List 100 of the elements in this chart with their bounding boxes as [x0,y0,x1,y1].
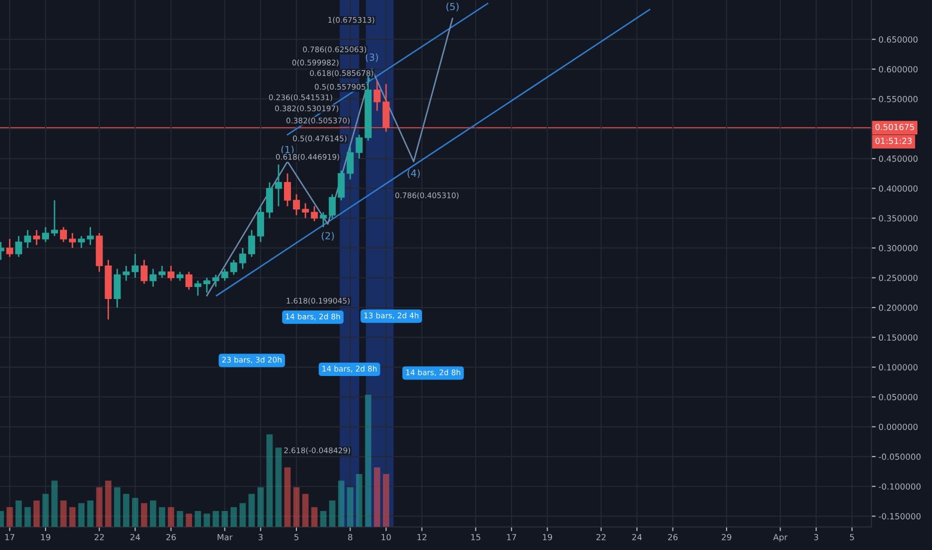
x-tick-label: 5 [850,534,854,540]
candlestick [78,235,85,249]
x-tick-label: 10 [382,534,391,540]
x-tick-label: Mar [218,534,233,540]
ref-line-label: 0.501675 [875,124,914,130]
bar [248,494,255,527]
candlestick [140,259,148,284]
bar [140,503,148,527]
y-tick-label: 0.350000 [878,215,918,222]
candlestick [24,229,32,249]
bar [16,500,22,527]
x-tick-label: 26 [668,534,678,540]
bar [114,487,120,527]
annotation: (1) [281,146,294,154]
bar [132,498,138,527]
text: 01:51:23 [875,138,912,144]
bar [51,480,58,527]
candlestick [68,232,76,249]
candlestick [203,277,210,294]
bar [356,474,362,527]
bar [186,514,192,527]
candlestick [158,265,166,278]
annotation: (4) [408,169,420,178]
bar [24,507,31,527]
y-tick-label: 0.100000 [878,364,918,370]
y-tick-label: 0.000000 [878,424,918,430]
candlestick [230,259,238,276]
bar [87,500,94,527]
x-tick-label: 22 [94,534,104,540]
y-tick-label: 0.400000 [878,185,918,192]
y-tick-label: 0.550000 [878,96,918,102]
x-tick-label: 24 [632,534,642,540]
y-tick-label: 0.300000 [878,244,918,252]
x-tick-label: 15 [471,534,480,540]
y-tick-label: 0.600000 [878,66,918,72]
bar [230,507,237,527]
candlestick [248,229,256,258]
bar [329,500,336,527]
candlestick [328,194,336,219]
bar [69,507,76,527]
x-tick-label: 29 [722,534,732,540]
bar [158,507,166,527]
bar [364,394,372,527]
y-tick-label: -0.150000 [878,513,921,520]
candlestick [266,182,274,219]
bar [311,507,318,527]
bar [222,511,228,527]
candlestick [185,271,192,290]
x-tick-label: 17 [5,534,14,540]
y-tick-label: 0.250000 [878,274,918,282]
y-tick-label: -0.100000 [878,483,921,490]
bar [240,503,246,527]
candlestick [302,202,309,219]
candlestick [51,200,58,237]
x-tick-label: 17 [507,534,516,540]
candlestick [346,146,354,180]
bar [6,507,13,527]
candlestick [114,268,121,308]
candlestick [374,80,381,112]
candlestick [284,172,291,207]
x-tick-label: Apr [773,534,788,542]
bar [168,507,174,527]
y-tick-label: 0.150000 [878,334,918,341]
candlestick [257,206,264,243]
bar [150,500,156,527]
bar [374,467,380,527]
x-tick-label: 22 [596,534,606,540]
x-tick-label: 24 [130,534,140,540]
y-tick-label: 0.450000 [878,156,918,162]
candlestick [356,134,363,160]
x-tick-label: 8 [348,534,352,540]
candlestick [33,229,40,246]
candlestick [150,268,157,288]
candlestick [86,226,94,246]
bar [382,474,390,527]
bar [212,511,219,527]
candlestick [338,170,345,201]
bar [347,487,354,527]
bar [266,434,273,527]
bar [338,480,344,527]
x-tick-label: 19 [41,534,50,540]
bar [293,487,300,527]
candlestick [42,226,50,243]
candlestick [221,268,228,282]
y-tick-label: -0.050000 [878,454,921,460]
candlestick [132,253,139,278]
bar [42,494,49,527]
candlestick [194,280,202,296]
candlestick [275,164,282,207]
x-tick-label: 3 [814,534,818,540]
bar [105,480,112,527]
x-tick-label: 3 [258,534,263,540]
bar [257,487,264,527]
candlestick [292,194,300,216]
y-tick-label: 0.200000 [878,304,918,311]
bar [194,511,202,527]
candlestick [310,206,318,222]
annotation: (3) [366,53,378,62]
bar [275,448,282,527]
candlestick [239,247,246,270]
